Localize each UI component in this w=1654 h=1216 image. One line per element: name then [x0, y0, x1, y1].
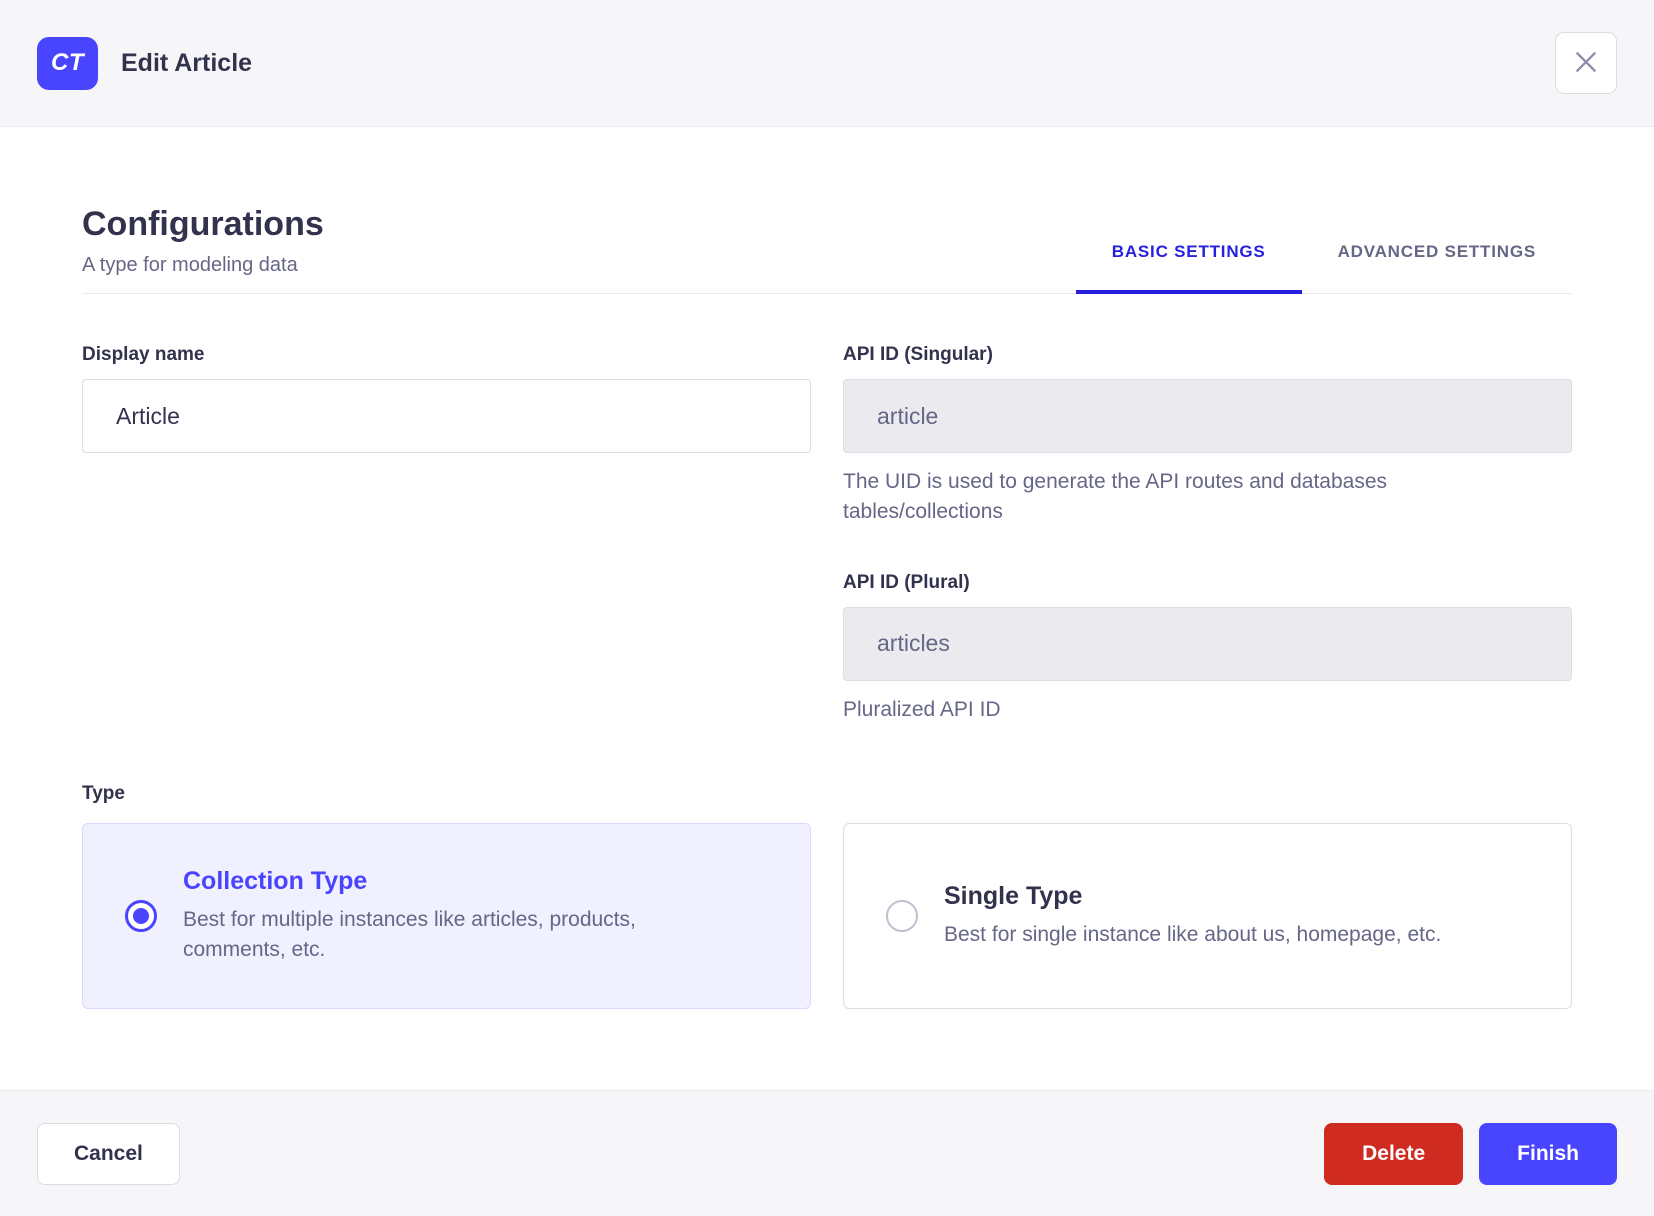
modal-body: Configurations A type for modeling data …: [0, 127, 1654, 1090]
section-titles: Configurations A type for modeling data: [82, 205, 324, 293]
type-label: Type: [82, 783, 125, 805]
finish-button[interactable]: Finish: [1479, 1122, 1617, 1185]
modal-title: Edit Article: [121, 48, 253, 77]
collection-type-radio[interactable]: [125, 900, 157, 933]
collection-type-description: Best for multiple instances like article…: [183, 907, 636, 962]
single-type-description: Best for single instance like about us, …: [944, 923, 1442, 947]
api-id-singular-field-group: API ID (Singular) The UID is used to gen…: [843, 344, 1572, 528]
api-id-plural-label: API ID (Plural): [843, 571, 970, 593]
type-cards: Collection Type Best for multiple instan…: [82, 823, 1572, 1010]
configuration-form: Display name API ID (Singular) The UID i…: [82, 344, 1572, 725]
single-type-title: Single Type: [944, 882, 1083, 911]
close-icon: [1573, 49, 1599, 78]
page-subtitle: A type for modeling data: [82, 254, 298, 276]
modal-header: CT Edit Article: [0, 0, 1654, 127]
type-option-collection-type[interactable]: Collection Type Best for multiple instan…: [82, 823, 811, 1010]
api-id-singular-hint: The UID is used to generate the API rout…: [843, 470, 1388, 524]
section-head: Configurations A type for modeling data …: [82, 205, 1572, 294]
page-title: Configurations: [82, 205, 324, 243]
api-id-singular-input: [843, 379, 1572, 453]
type-option-single-type[interactable]: Single Type Best for single instance lik…: [843, 823, 1572, 1010]
settings-tabs: BASIC SETTINGS ADVANCED SETTINGS: [1075, 242, 1572, 294]
content-type-badge-label: CT: [51, 49, 84, 76]
content-type-badge: CT: [37, 36, 98, 90]
collection-type-text: Collection Type Best for multiple instan…: [183, 867, 713, 966]
footer-actions: Delete Finish: [1324, 1122, 1617, 1185]
cancel-button[interactable]: Cancel: [37, 1122, 180, 1185]
api-id-plural-hint: Pluralized API ID: [843, 697, 1001, 721]
display-name-input[interactable]: [82, 379, 811, 453]
display-name-field-group: Display name: [82, 344, 811, 528]
api-id-singular-label: API ID (Singular): [843, 344, 993, 365]
api-id-plural-input: [843, 606, 1572, 681]
close-button[interactable]: [1555, 32, 1617, 94]
collection-type-title: Collection Type: [183, 866, 368, 895]
tab-advanced-settings[interactable]: ADVANCED SETTINGS: [1302, 242, 1572, 294]
api-id-plural-field-group: API ID (Plural) Pluralized API ID: [843, 572, 1572, 725]
single-type-radio[interactable]: [886, 900, 918, 933]
single-type-text: Single Type Best for single instance lik…: [944, 882, 1441, 950]
tab-basic-settings[interactable]: BASIC SETTINGS: [1075, 242, 1302, 294]
type-section: Type Collection Type Best for multiple i…: [82, 783, 1572, 1010]
delete-button[interactable]: Delete: [1324, 1122, 1464, 1185]
modal-footer: Cancel Delete Finish: [0, 1090, 1654, 1216]
radio-dot: [133, 908, 149, 925]
display-name-label: Display name: [82, 344, 205, 365]
